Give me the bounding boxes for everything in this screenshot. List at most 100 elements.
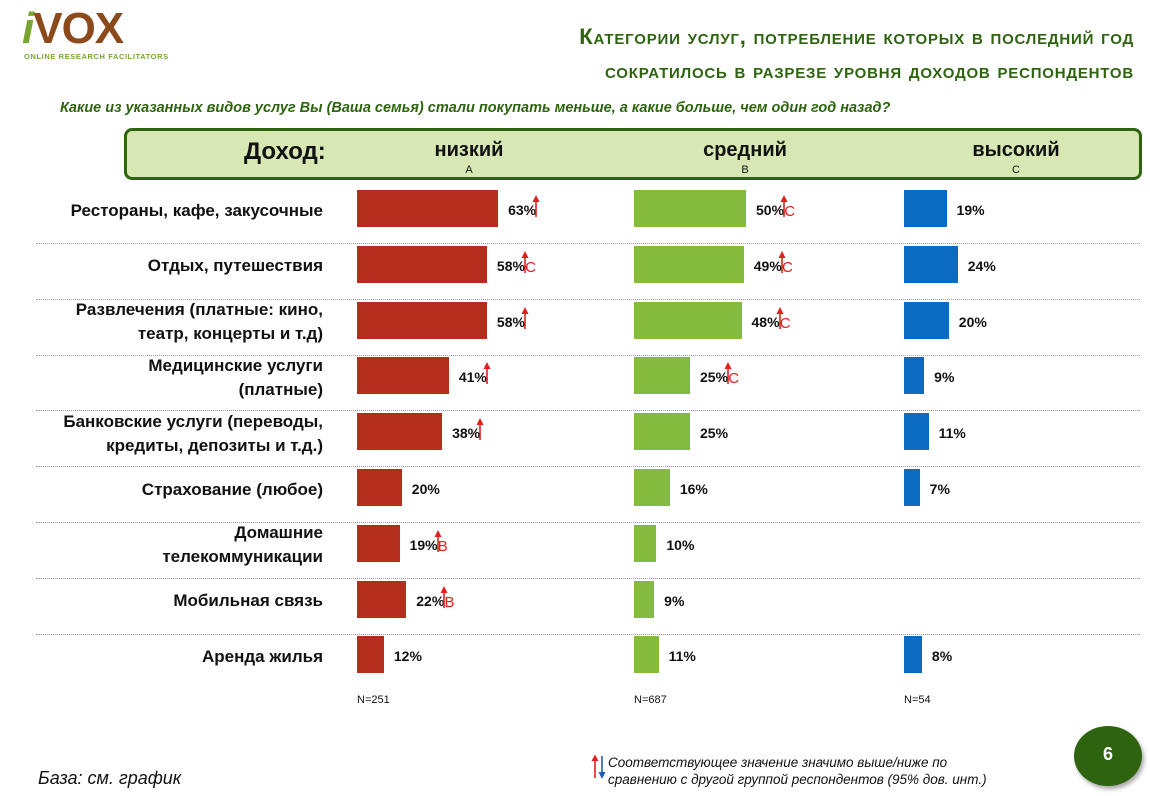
value-label: 58%: [496, 257, 525, 274]
value-label: 22%: [416, 592, 445, 609]
bar-c: [904, 190, 947, 227]
sig-up-arrow-icon: [780, 195, 788, 217]
bar-b: [634, 357, 690, 395]
category-label-line: Рестораны, кафе, закусочные: [70, 200, 323, 220]
category-label: Развлечения (платные: кино, театр, концер…: [20, 298, 323, 346]
income-group-a-name: низкий: [434, 139, 504, 161]
row-separator: [36, 633, 1140, 635]
sig-up-arrow-icon: [521, 250, 529, 273]
page-number: 6: [1074, 726, 1142, 786]
value-label: 20%: [958, 313, 987, 330]
bar-a: [357, 301, 487, 339]
bar-b: [634, 413, 690, 451]
value-label: 7%: [929, 481, 950, 497]
row-separator: [36, 354, 1140, 356]
survey-question: Какие из указанных видов услуг Вы (Ваша …: [60, 100, 891, 116]
category-label-line: Мобильная связь: [173, 591, 323, 611]
category-label-line: телекоммуникации: [162, 547, 323, 567]
income-group-b-letter: B: [741, 164, 749, 176]
page-title: Категории услуг, потребление которых в п…: [274, 20, 1134, 88]
value-label: 58%: [496, 313, 525, 330]
sig-up-arrow-icon: [776, 306, 784, 329]
value-label: 10%: [666, 536, 695, 553]
category-label: Мобильная связь: [20, 589, 323, 613]
sample-size-c: N=54: [904, 694, 931, 706]
category-label-line: Развлечения (платные: кино,: [75, 300, 323, 320]
significance-legend-icon: [591, 754, 606, 779]
bar-c: [904, 357, 925, 395]
value-label: 50%: [756, 202, 785, 218]
category-label-line: Банковские услуги (переводы,: [63, 411, 323, 431]
value-label: 11%: [668, 648, 696, 665]
income-group-a-letter: A: [465, 164, 473, 176]
value-label: 63%: [508, 202, 537, 218]
sig-letter: C: [784, 203, 796, 220]
value-label: 12%: [393, 648, 422, 665]
row-separator: [36, 243, 1140, 244]
value-label: 48%: [751, 313, 780, 330]
bar-b: [634, 469, 670, 506]
income-header-band: [124, 128, 1142, 180]
category-label-line: Отдых, путешествия: [147, 256, 323, 276]
sig-letter: C: [728, 370, 740, 388]
bar-a: [357, 524, 400, 562]
value-label: 9%: [664, 592, 685, 609]
category-label-line: Страхование (любое): [141, 479, 323, 499]
bar-c: [904, 301, 949, 339]
row-separator: [36, 466, 1140, 468]
row-separator: [36, 577, 1140, 579]
bar-c: [904, 636, 922, 674]
bar-b: [634, 245, 744, 283]
value-label: 41%: [458, 369, 487, 386]
value-label: 11%: [938, 425, 966, 442]
sig-letter: C: [779, 314, 791, 332]
income-group-c-letter: C: [1012, 164, 1020, 176]
bar-b: [634, 190, 746, 227]
category-label-line: театр, концерты и т.д): [137, 324, 323, 344]
category-label: Медицинские услуги (платные): [20, 354, 323, 402]
bar-a: [357, 636, 384, 674]
sig-up-arrow-icon: [476, 418, 484, 441]
bar-a: [357, 245, 487, 283]
sample-size-a: N=251: [357, 694, 390, 706]
bar-a: [357, 190, 499, 227]
sig-up-arrow-icon: [724, 362, 732, 385]
category-label-line: кредиты, депозиты и т.д.): [106, 435, 323, 455]
sig-up-arrow-icon: [778, 250, 786, 273]
category-label-line: Домашние: [234, 523, 323, 543]
sig-up-arrow-icon: [532, 195, 540, 217]
bar-c: [904, 469, 920, 506]
value-label: 38%: [452, 425, 481, 442]
category-label-line: (платные): [238, 379, 323, 399]
row-separator: [36, 522, 1140, 523]
category-label-line: Медицинские услуги: [148, 355, 323, 375]
row-separator: [36, 410, 1140, 412]
bar-c: [904, 245, 958, 283]
significance-legend-text: Соответствующее значение значимо выше/ни…: [608, 754, 1048, 788]
category-label: Аренда жилья: [20, 645, 323, 669]
bar-b: [634, 301, 742, 339]
title-line-1: Категории услуг, потребление которых в п…: [579, 24, 1134, 49]
bar-c: [904, 413, 929, 451]
sig-letter: B: [444, 593, 455, 611]
income-group-b-name: средний: [703, 139, 787, 161]
category-label: Отдых, путешествия: [20, 254, 323, 278]
value-label: 49%: [753, 257, 782, 274]
value-label: 9%: [934, 369, 955, 386]
value-label: 24%: [967, 257, 996, 274]
sig-letter: C: [525, 258, 536, 276]
bar-b: [634, 636, 659, 674]
bar-b: [634, 580, 655, 618]
base-note: База: см. график: [38, 768, 182, 788]
ivox-logo: iVOX ONLINE RESEARCH FACILITATORS: [22, 6, 172, 66]
sig-up-arrow-icon: [483, 362, 491, 385]
category-label: Банковские услуги (переводы, кредиты, деп…: [20, 410, 323, 458]
bar-a: [357, 469, 402, 506]
sig-up-arrow-icon: [440, 585, 448, 608]
category-label: Рестораны, кафе, закусочные: [20, 199, 323, 223]
logo-tagline: ONLINE RESEARCH FACILITATORS: [24, 52, 169, 61]
bar-b: [634, 524, 657, 562]
bar-a: [357, 357, 449, 395]
legend-line-1: Соответствующее значение значимо выше/ни…: [608, 755, 948, 770]
value-label: 16%: [679, 481, 708, 497]
